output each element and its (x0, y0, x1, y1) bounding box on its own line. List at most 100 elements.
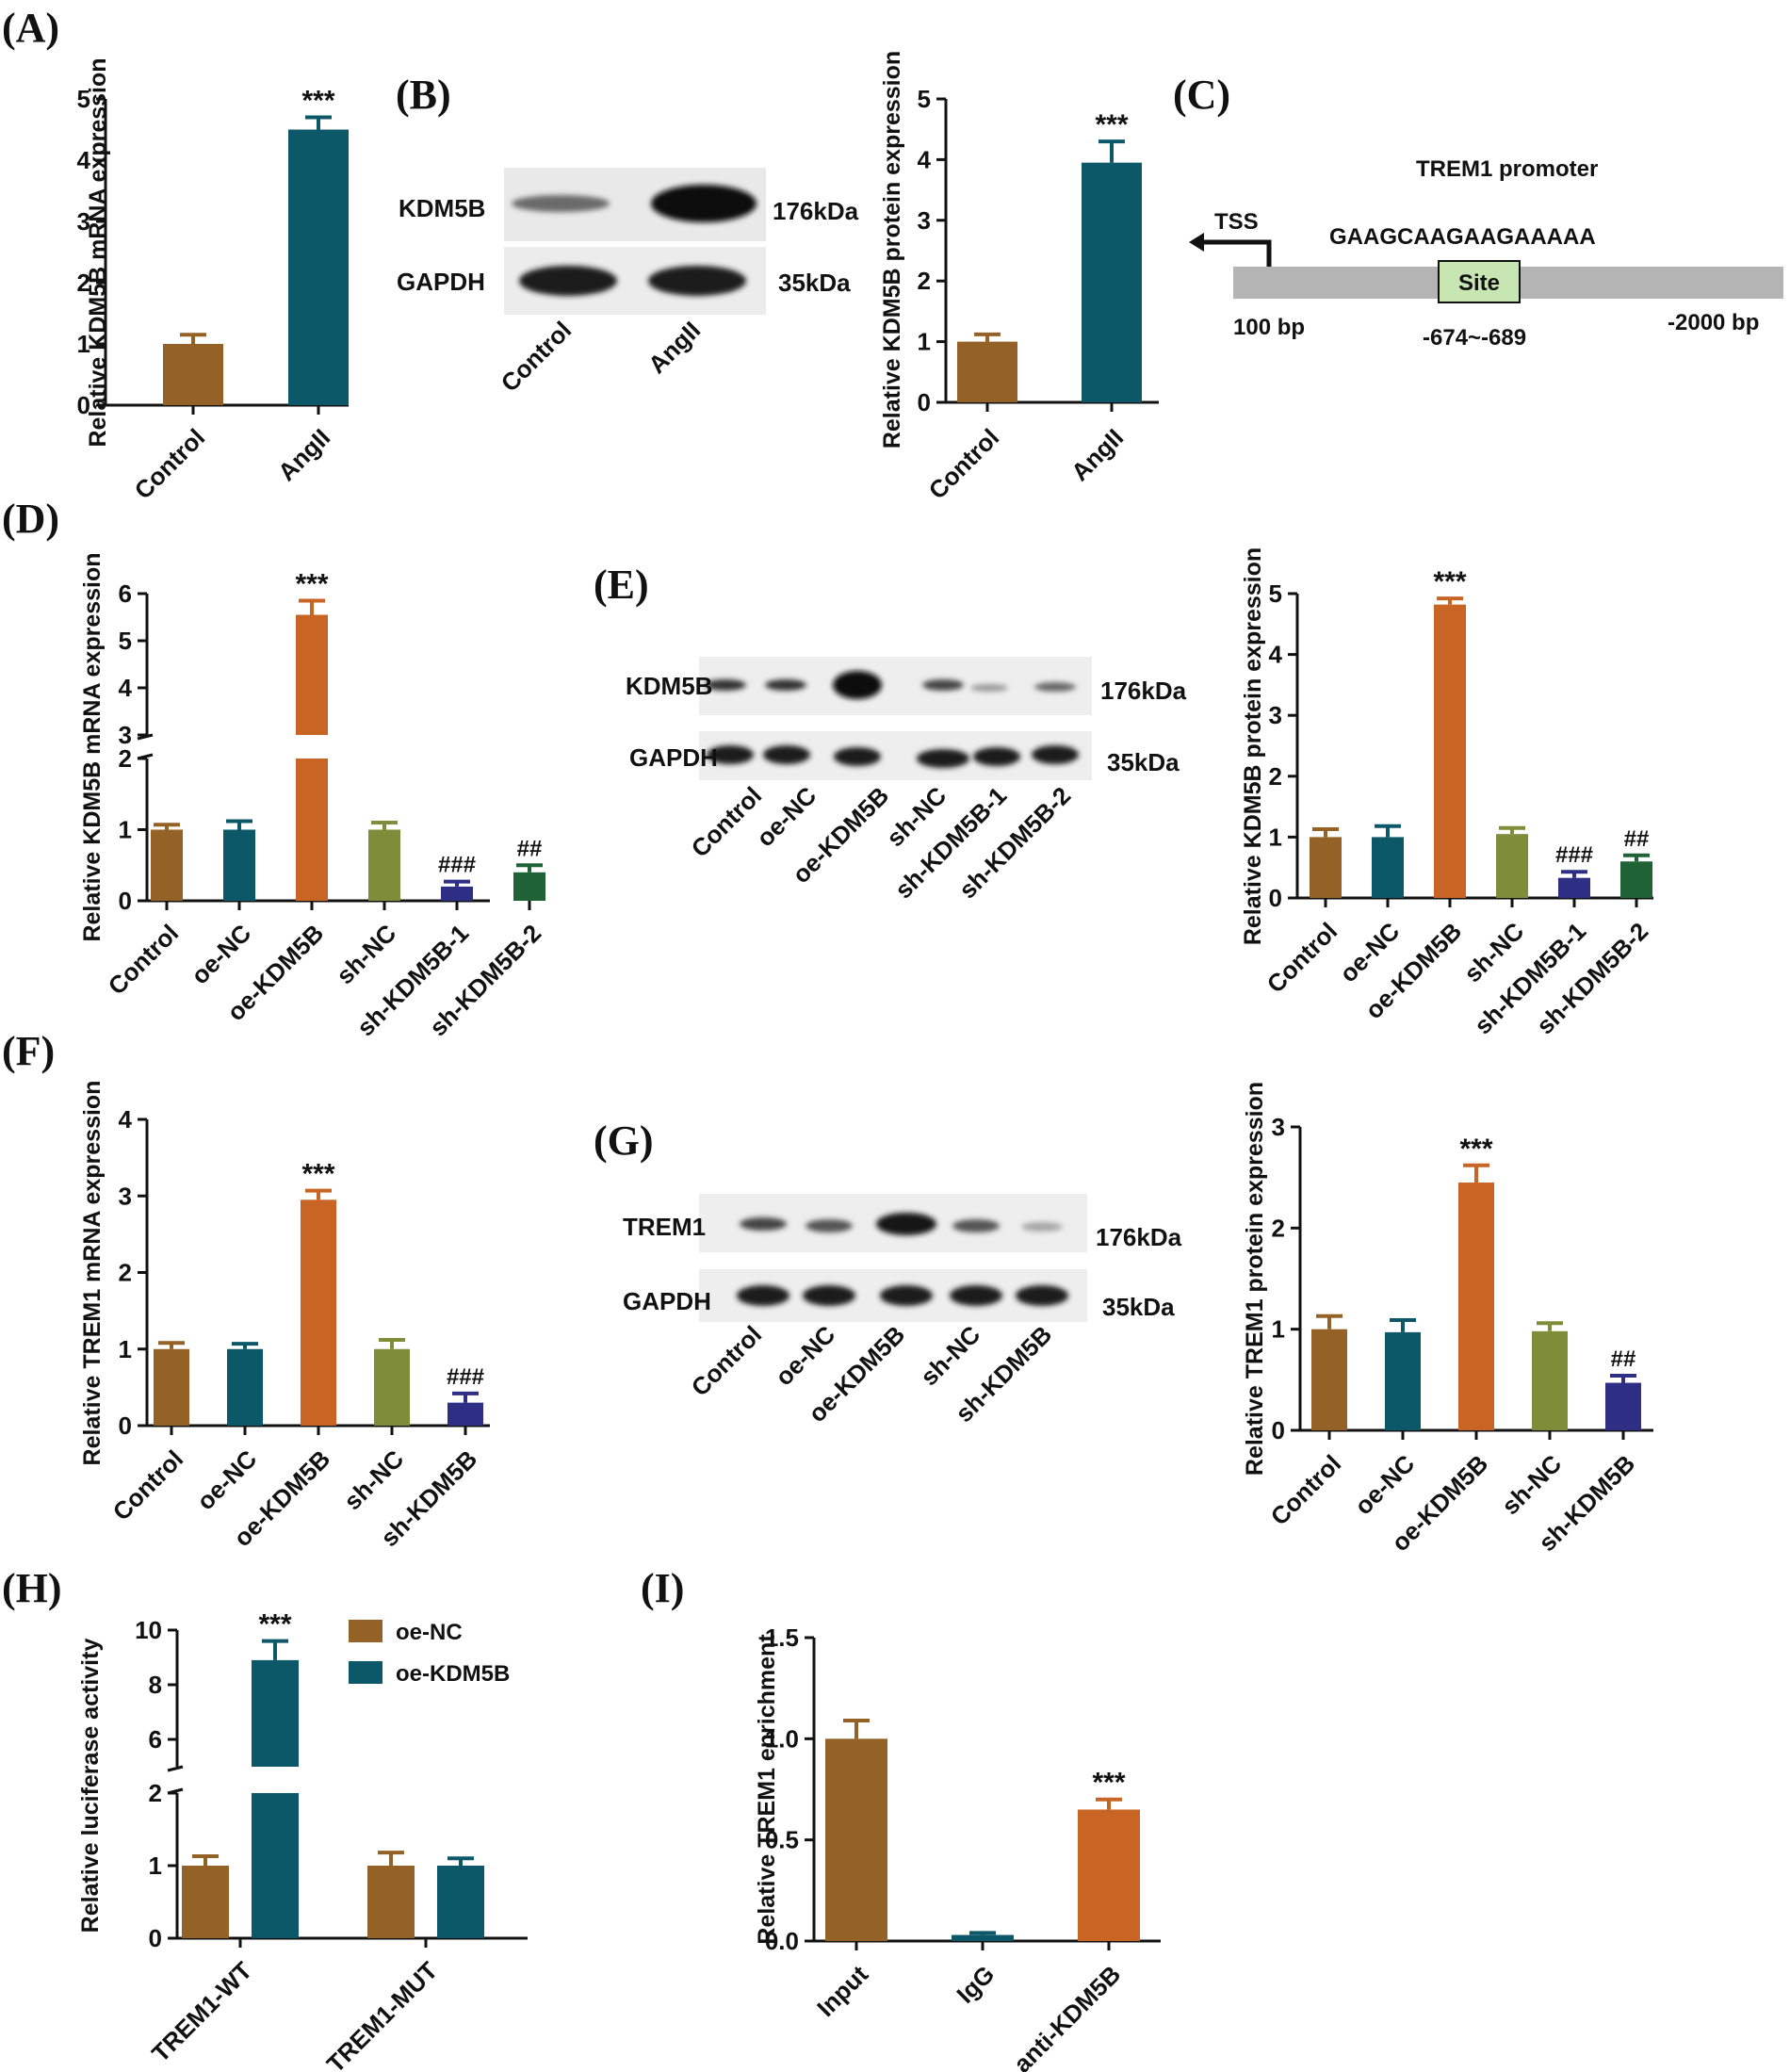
band-g-trem1-4 (952, 1219, 1000, 1232)
ytick-label-D-6: 6 (119, 579, 132, 608)
bar-E-0 (1310, 837, 1342, 898)
ytick-label-E-3: 3 (1269, 701, 1282, 729)
xtick-label-E-0: Control (1261, 917, 1343, 999)
band-e-gapdh-4 (917, 749, 969, 768)
ytick-label-B-2: 2 (918, 267, 931, 295)
xtick-label-D-1: oe-NC (186, 919, 257, 990)
blot-g-lane-1: Control (686, 1320, 768, 1402)
significance-bar-F-4: ### (447, 1364, 484, 1390)
xtick-label-H-0: TREM1-WT (146, 1956, 257, 2067)
binding-site-box (1438, 260, 1521, 303)
ylabel-I: Relative TREM1 enrichment (754, 1634, 780, 1945)
ytick-label-H-0: 0 (149, 1924, 162, 1952)
panel-label-g: (G) (594, 1118, 654, 1164)
xtick-label-B-0: Control (923, 423, 1005, 505)
band-e-gapdh-5 (973, 747, 1020, 766)
panel-label-a: (A) (2, 5, 59, 51)
ytick-label-A-1: 1 (77, 330, 90, 358)
ytick-label-D-3: 3 (119, 721, 132, 749)
significance-bar-D-2: *** (295, 569, 328, 600)
binding-site-label: Site (1458, 270, 1500, 296)
band-e-kdm5b-1 (705, 679, 746, 691)
bar-B-0 (957, 341, 1017, 402)
bar-H-0-1 (252, 1793, 299, 1938)
bar-H-1-0 (367, 1866, 415, 1938)
significance-bar-D-5: ## (517, 836, 543, 861)
ylabel-H: Relative luciferase activity (77, 1639, 104, 1933)
ytick-label-H-1: 1 (149, 1852, 162, 1880)
axis-break-mark2-H (167, 1765, 184, 1772)
xtick-label-A-1: AngII (272, 423, 335, 486)
xtick-label-I-1: IgG (951, 1960, 1000, 2009)
bar-F-2 (301, 1199, 336, 1426)
panel-label-h: (H) (2, 1565, 62, 1611)
promoter-schematic: TREM1 promoter TSS GAAGCAAGAAGAAAAA Site… (1189, 156, 1783, 351)
bar-I-2 (1078, 1809, 1140, 1941)
significance-bar-E-5: ## (1624, 826, 1650, 852)
blot-b-lane-angii: AngII (643, 316, 706, 379)
significance-bar-I-2: *** (1092, 1768, 1125, 1799)
bar-D-2-upper (296, 614, 328, 735)
ytick-label-D-0: 0 (119, 887, 132, 915)
ytick-label-B-5: 5 (918, 85, 931, 113)
ytick-label-B-3: 3 (918, 206, 931, 235)
legend-swatch-oe-nc (349, 1620, 382, 1642)
bar-A-0 (163, 344, 223, 405)
blot-b-row1-label: KDM5B (399, 194, 485, 222)
xtick-label-F-3: sh-NC (338, 1444, 410, 1516)
bar-E-2 (1434, 604, 1466, 898)
ylabel-F: Relative TREM1 mRNA expression (79, 1081, 106, 1466)
western-blot-b: KDM5B GAPDH 176kDa 35kDa Control AngII (397, 168, 859, 398)
xtick-label-I-2: anti-KDM5B (1008, 1960, 1126, 2072)
xtick-label-F-0: Control (107, 1444, 189, 1526)
ytick-label-E-4: 4 (1269, 641, 1283, 669)
bar-H-0-0 (182, 1866, 229, 1938)
panel-label-f: (F) (2, 1028, 55, 1074)
band-b-kdm5b-angii (651, 185, 757, 222)
ytick-label-A-2: 2 (77, 269, 90, 297)
blot-g-lane-4: sh-NC (915, 1320, 986, 1392)
bar-D-5 (513, 872, 545, 901)
panel-label-d: (D) (2, 496, 59, 542)
legend-swatch-oe-kdm5b (349, 1661, 382, 1684)
band-g-gapdh-3 (880, 1285, 933, 1306)
significance-bar-E-2: *** (1433, 566, 1466, 597)
xtick-label-D-3: sh-NC (331, 919, 402, 990)
band-g-gapdh-2 (803, 1285, 855, 1306)
xtick-label-F-1: oe-NC (191, 1444, 263, 1516)
blot-e-row2-label: GAPDH (629, 743, 718, 772)
band-b-gapdh-control (519, 266, 617, 296)
band-e-kdm5b-6 (1034, 682, 1076, 692)
chart-E: Relative KDM5B protein expression 0 1 2 3 4 5 C… (1240, 547, 1653, 1040)
bar-F-1 (227, 1348, 263, 1426)
band-b-kdm5b-control (512, 195, 610, 212)
bar-F-3 (374, 1348, 410, 1426)
ytick-label-F-3: 3 (119, 1182, 132, 1210)
blot-e-lane-2: oe-NC (751, 781, 822, 853)
bar-F-0 (154, 1348, 189, 1426)
bar-E-4 (1558, 877, 1590, 898)
ytick-label-I-0.5: 0.5 (765, 1826, 799, 1854)
ytick-label-F-2: 2 (119, 1259, 132, 1287)
binding-sequence: GAAGCAAGAAGAAAAA (1329, 224, 1596, 250)
bar-D-0 (151, 829, 183, 901)
ylabel-E: Relative KDM5B protein expression (1240, 547, 1266, 945)
blot-e-row2-kda: 35kDa (1107, 748, 1180, 776)
ytick-label-G-1: 1 (1272, 1315, 1285, 1344)
significance-bar-H-0-1: *** (258, 1609, 291, 1640)
xtick-label-D-0: Control (103, 919, 185, 1001)
ytick-label-I-0.0: 0.0 (765, 1927, 799, 1955)
ytick-label-H-10: 10 (135, 1616, 162, 1644)
bar-B-1 (1082, 162, 1142, 402)
band-e-gapdh-1 (707, 745, 754, 764)
ytick-label-A-3: 3 (77, 207, 90, 236)
panel-label-i: (I) (641, 1565, 684, 1611)
ytick-label-G-2: 2 (1272, 1214, 1285, 1242)
blot-g-row1-kda: 176kDa (1096, 1223, 1182, 1251)
blot-e-row1-label: KDM5B (626, 672, 712, 700)
chart-D: Relative KDM5B mRNA expression 0123456Con… (79, 552, 546, 1041)
xtick-label-G-0: Control (1265, 1449, 1347, 1531)
significance-bar-E-4: ### (1555, 842, 1593, 868)
band-g-gapdh-1 (737, 1285, 789, 1306)
